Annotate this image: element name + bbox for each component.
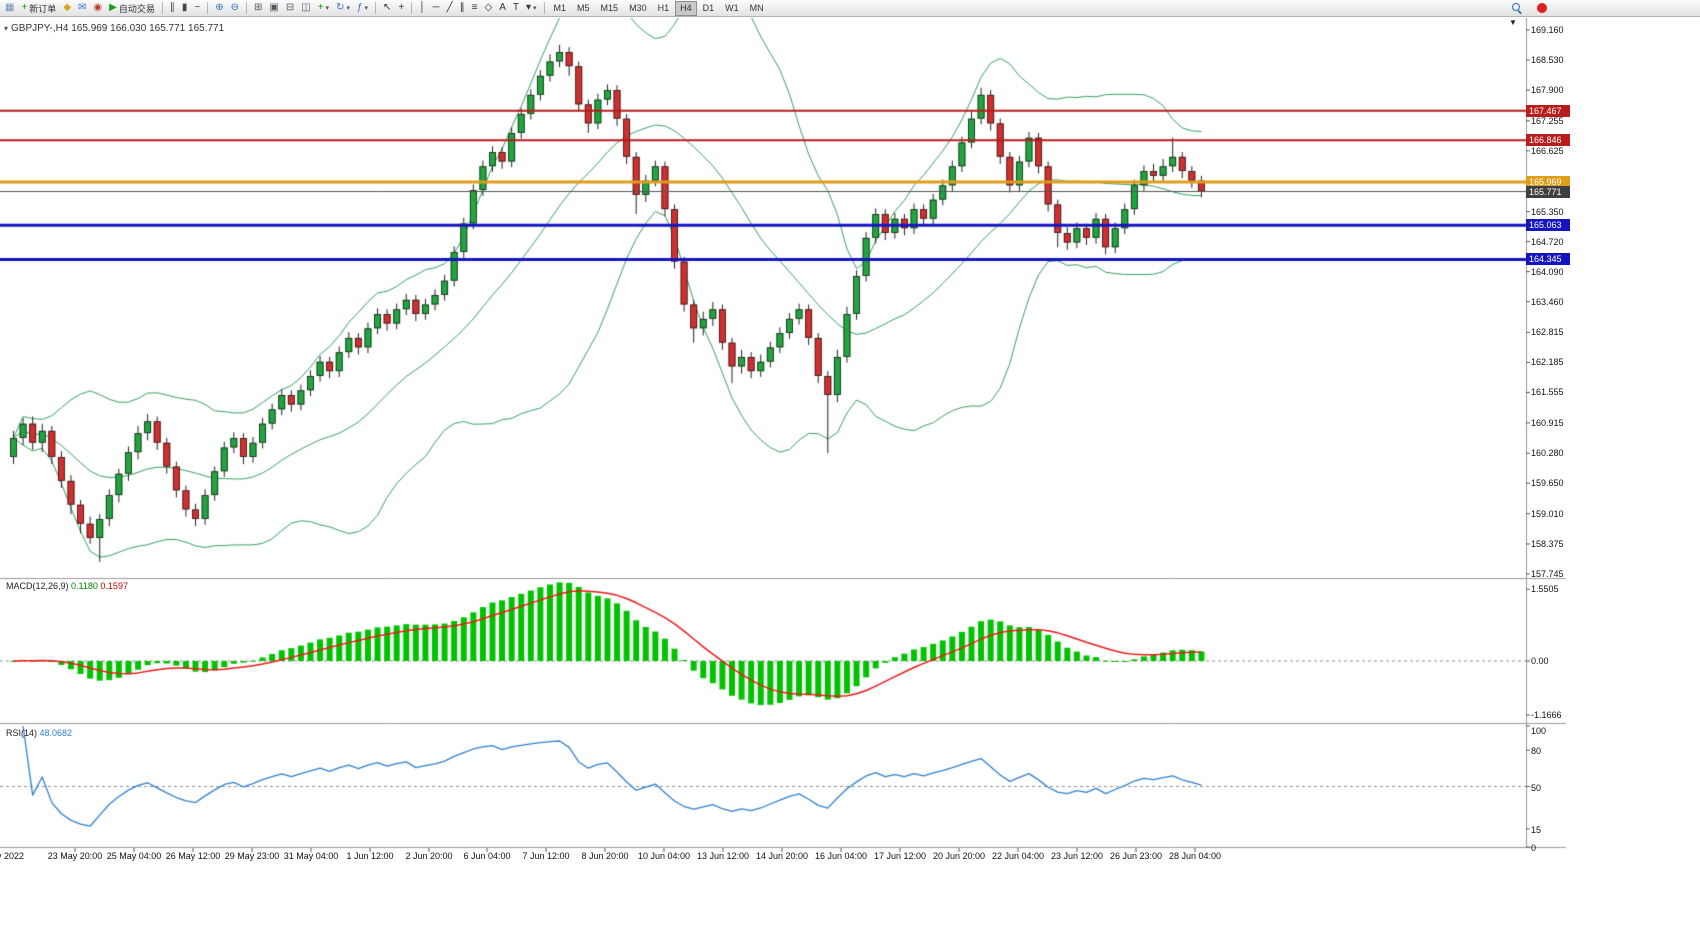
- cascade-windows-icon: ▣: [269, 2, 279, 13]
- crosshair-icon: +: [398, 2, 405, 13]
- community-icon[interactable]: ◉: [90, 1, 105, 16]
- caret-down-icon: ▾: [364, 5, 369, 12]
- timeframe-m30[interactable]: M30: [629, 2, 647, 13]
- text-label-icon[interactable]: T: [510, 1, 522, 16]
- horizontal-line-icon: ─: [432, 2, 440, 13]
- caret-down-icon: ▾: [325, 5, 330, 12]
- zoom-out-icon[interactable]: ⊖: [228, 1, 242, 16]
- toolbar: ▦ + 新订单 ◆ ✉ ◉ ▶ 自动交易 ∥ ▮ ~ ⊕ ⊖ ⊞ ▣ ⊟ ◫ + ▾ ↻ ▾ ƒ ▾ ↖ + │ ─ ╱ ∥ ≡ ◇ A T ▾ ▾…: [0, 0, 1700, 17]
- caret-down-icon: ▾: [346, 5, 350, 12]
- text-label-icon: T: [512, 2, 519, 13]
- autotrading-button-icon: ▶: [109, 2, 117, 13]
- zoom-out-icon: ⊖: [230, 2, 239, 13]
- toolbar-separator: [411, 2, 413, 14]
- new-chart-icon[interactable]: + ▾: [315, 1, 332, 16]
- tile-horizontal-icon[interactable]: ⊟: [283, 1, 297, 16]
- line-chart-icon: ~: [194, 2, 201, 13]
- toolbar-separator: [246, 2, 247, 14]
- toolbar-separator: [207, 2, 209, 14]
- tile-horizontal-icon: ⊟: [285, 2, 295, 13]
- new-order-button[interactable]: + 新订单: [18, 1, 59, 16]
- tile-windows-icon: ⊞: [254, 2, 263, 13]
- chart-window-icon[interactable]: ▦: [2, 1, 17, 16]
- line-chart-icon[interactable]: ~: [191, 1, 203, 16]
- candlestick-chart-icon: ▮: [181, 2, 188, 13]
- vertical-line-icon: │: [419, 2, 426, 13]
- zoom-in-icon: ⊕: [215, 2, 224, 13]
- tile-vertical-icon[interactable]: ◫: [298, 1, 313, 16]
- arrows-icon: ▾: [525, 2, 531, 13]
- timeframe-h1[interactable]: H1: [657, 2, 670, 13]
- chart-window-icon: ▦: [5, 2, 15, 13]
- new-order-button-label: 新订单: [29, 3, 57, 14]
- new-chart-icon: +: [317, 2, 324, 13]
- toolbar-separator: [543, 2, 545, 14]
- crosshair-icon[interactable]: +: [395, 1, 407, 16]
- notification-badge[interactable]: [1537, 3, 1547, 13]
- autotrading-button-label: 自动交易: [118, 3, 155, 14]
- toolbar-separator: [161, 2, 163, 14]
- shapes-icon: ◇: [484, 2, 493, 13]
- mailbox-icon: ✉: [78, 2, 87, 13]
- timeframe-m15[interactable]: M15: [600, 2, 619, 13]
- community-icon: ◉: [93, 2, 103, 13]
- arrows-icon[interactable]: ▾ ▾: [523, 1, 540, 16]
- bar-chart-icon: ∥: [169, 2, 175, 13]
- autotrading-button[interactable]: ▶ 自动交易: [106, 1, 158, 16]
- timeframe-d1[interactable]: D1: [702, 2, 715, 13]
- fibonacci-icon: ≡: [471, 2, 478, 13]
- timeframe-mn[interactable]: MN: [749, 2, 764, 13]
- timeframe-h4[interactable]: H4: [675, 0, 697, 16]
- timeframe-w1[interactable]: W1: [725, 2, 739, 13]
- refresh-period-icon: ↻: [336, 2, 345, 13]
- fibonacci-icon[interactable]: ≡: [469, 1, 481, 16]
- tile-vertical-icon: ◫: [301, 2, 311, 13]
- tile-windows-icon[interactable]: ⊞: [251, 1, 265, 16]
- trendline-icon[interactable]: ╱: [444, 1, 456, 16]
- indicators-icon[interactable]: ƒ ▾: [354, 1, 371, 16]
- caret-down-icon: ▾: [533, 5, 537, 12]
- alerts-icon: ◆: [63, 2, 72, 13]
- shapes-icon[interactable]: ◇: [481, 1, 495, 16]
- vertical-line-icon[interactable]: │: [416, 1, 428, 16]
- trendline-icon: ╱: [446, 2, 453, 13]
- timeframe-m1[interactable]: M1: [553, 2, 567, 13]
- cascade-windows-icon[interactable]: ▣: [266, 1, 281, 16]
- channel-icon: ∥: [459, 2, 465, 13]
- cursor-icon[interactable]: ↖: [380, 1, 394, 16]
- indicators-icon: ƒ: [356, 2, 363, 13]
- text-icon: A: [499, 2, 506, 13]
- horizontal-line-icon[interactable]: ─: [430, 1, 443, 16]
- refresh-period-icon[interactable]: ↻ ▾: [333, 1, 353, 16]
- new-order-button-icon: +: [21, 2, 28, 13]
- bar-chart-icon[interactable]: ∥: [167, 1, 178, 16]
- text-icon[interactable]: A: [496, 1, 509, 16]
- candlestick-chart-icon[interactable]: ▮: [179, 1, 191, 16]
- search-icon[interactable]: [1512, 3, 1522, 13]
- channel-icon[interactable]: ∥: [457, 1, 468, 16]
- toolbar-separator: [375, 2, 377, 14]
- cursor-icon: ↖: [383, 2, 392, 13]
- toolbar-right-group: [1512, 3, 1547, 13]
- zoom-in-icon[interactable]: ⊕: [212, 1, 226, 16]
- timeframe-m5[interactable]: M5: [577, 2, 590, 13]
- alerts-icon[interactable]: ◆: [60, 1, 74, 16]
- mailbox-icon[interactable]: ✉: [75, 1, 89, 16]
